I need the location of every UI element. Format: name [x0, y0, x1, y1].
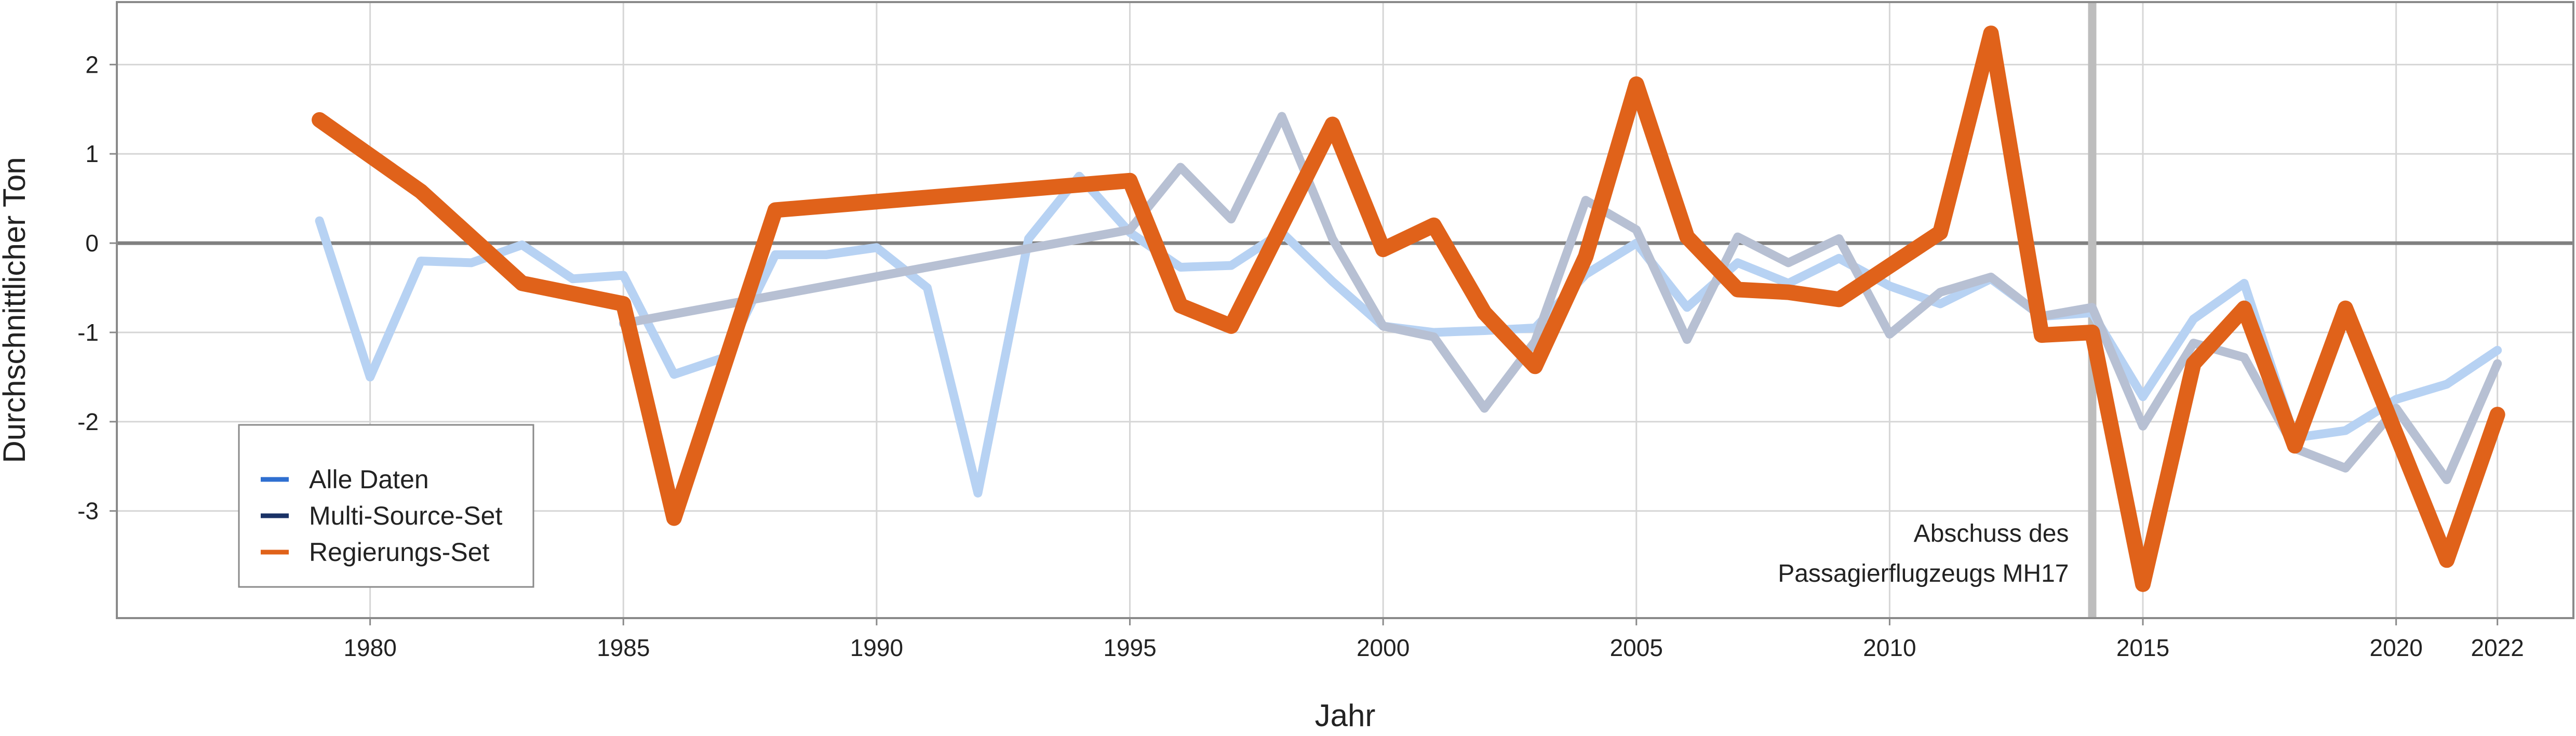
x-tick-label-2000: 2000: [1357, 634, 1410, 661]
x-tick-label-2020: 2020: [2369, 634, 2422, 661]
x-tick-label-1980: 1980: [343, 634, 396, 661]
x-axis-title: Jahr: [1315, 698, 1376, 733]
y-tick-label-minus-2: -2: [77, 408, 99, 435]
y-tick-label-minus-3: -3: [77, 498, 99, 525]
legend-label-regierungs-set: Regierungs-Set: [309, 538, 490, 567]
x-axis-ticks: 1980 1985 1990 1995 2000 2005 2010 2015 2020 2022: [343, 618, 2524, 661]
plot-frame: [116, 1, 2574, 619]
series-line-multi-source-set: [619, 112, 2502, 485]
event-annotation-line-2: Passagierflugzeugs MH17: [1778, 560, 2069, 587]
x-tick-label-1990: 1990: [850, 634, 903, 661]
x-tick-label-2010: 2010: [1863, 634, 1916, 661]
y-tick-label-2: 2: [85, 51, 99, 78]
x-tick-label-1985: 1985: [597, 634, 650, 661]
x-tick-label-1995: 1995: [1103, 634, 1156, 661]
legend-label-alle-daten: Alle Daten: [309, 465, 429, 494]
y-tick-label-1: 1: [85, 140, 99, 167]
x-tick-label-2005: 2005: [1610, 634, 1663, 661]
event-annotation-line-1: Abschuss des: [1914, 520, 2069, 547]
y-axis-ticks: 2 1 0 -1 -2 -3: [77, 51, 117, 525]
y-tick-label-minus-1: -1: [77, 319, 99, 346]
y-tick-label-0: 0: [85, 230, 99, 257]
legend-label-multi-source-set: Multi-Source-Set: [309, 501, 502, 530]
series-lines: [312, 25, 2505, 592]
legend: Alle Daten Multi-Source-Set Regierungs-Set: [238, 424, 534, 588]
x-tick-label-2022: 2022: [2471, 634, 2524, 661]
legend-box: [238, 424, 534, 588]
x-tick-label-2015: 2015: [2116, 634, 2169, 661]
series-line-regierungs-set: [312, 25, 2505, 592]
event-annotation: Abschuss des Passagierflugzeugs MH17: [1778, 520, 2069, 587]
y-axis-title: Durchschnittlicher Ton: [0, 157, 32, 463]
